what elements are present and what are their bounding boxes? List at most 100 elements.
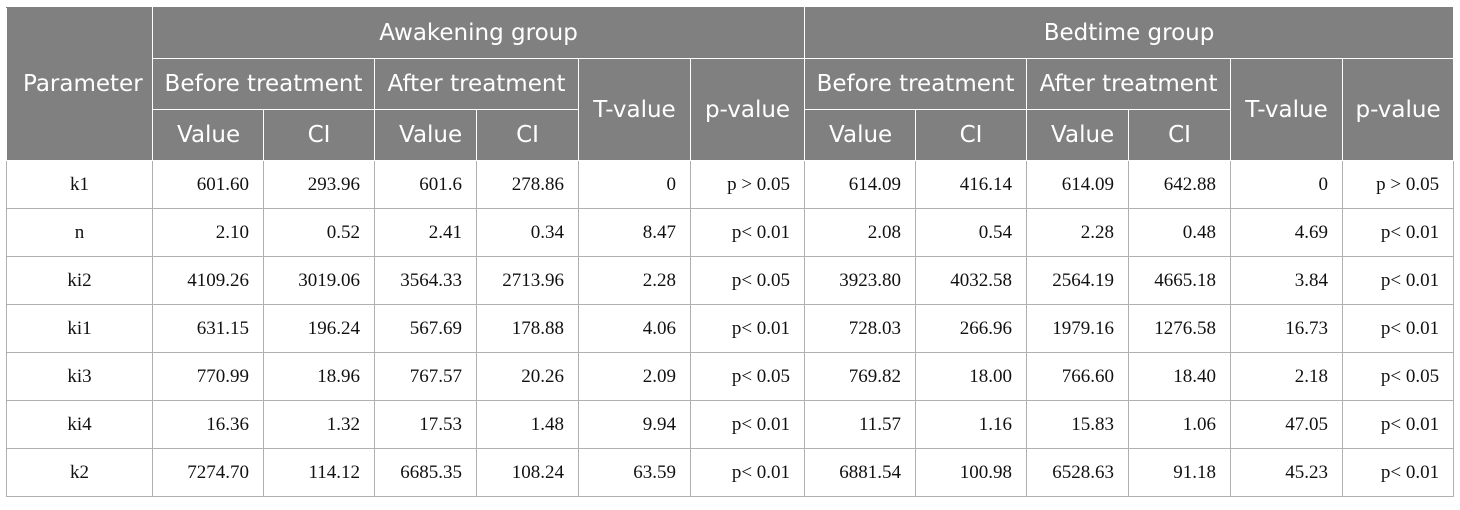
header-awakening-p-value: p-value (689, 58, 806, 161)
table-cell: p< 0.01 (689, 448, 806, 497)
header-bedtime-after-ci: CI (1128, 109, 1232, 161)
table-cell: 17.53 (374, 400, 477, 449)
table-cell: 4.06 (578, 304, 691, 353)
table-cell: 47.05 (1230, 400, 1344, 449)
table-cell: 1.32 (263, 400, 375, 449)
table-cell: 16.73 (1230, 304, 1344, 353)
table-cell: 0 (1230, 160, 1344, 209)
table-cell: 2.08 (804, 208, 917, 257)
table-cell: 18.96 (263, 352, 375, 401)
table-cell: 3564.33 (374, 256, 477, 305)
table-cell: 6881.54 (804, 448, 917, 497)
parameter-cell: ki1 (6, 304, 153, 353)
table-cell: 2.28 (1026, 208, 1130, 257)
table-cell: 614.09 (1026, 160, 1130, 209)
header-bedtime-before-ci: CI (915, 109, 1028, 161)
parameter-cell: ki4 (6, 400, 153, 449)
table-cell: 178.88 (476, 304, 579, 353)
table-cell: 614.09 (804, 160, 917, 209)
table-cell: 4109.26 (152, 256, 264, 305)
table-cell: p< 0.01 (1342, 256, 1455, 305)
table-row: k2 7274.70 114.12 6685.35 108.24 63.59 p… (6, 448, 1455, 497)
table-cell: 1.48 (476, 400, 579, 449)
header-group-awakening: Awakening group (151, 7, 806, 59)
header-group-bedtime: Bedtime group (804, 7, 1455, 59)
table-cell: 1.06 (1128, 400, 1232, 449)
table-cell: 770.99 (152, 352, 264, 401)
table-cell: 567.69 (374, 304, 477, 353)
table-cell: p< 0.01 (689, 400, 806, 449)
table-cell: 293.96 (263, 160, 375, 209)
table-cell: 196.24 (263, 304, 375, 353)
parameter-cell: n (6, 208, 153, 257)
table-row: k1 601.60 293.96 601.6 278.86 0 p > 0.05… (6, 160, 1455, 209)
parameter-cell: k1 (6, 160, 153, 209)
table-cell: 1276.58 (1128, 304, 1232, 353)
table-cell: p< 0.05 (689, 256, 806, 305)
table-cell: 0.48 (1128, 208, 1232, 257)
table-cell: 0 (578, 160, 691, 209)
table-cell: 642.88 (1128, 160, 1232, 209)
data-table: Parameter Awakening group Bedtime group … (6, 7, 1455, 497)
table-cell: 91.18 (1128, 448, 1232, 497)
table-cell: 4032.58 (915, 256, 1028, 305)
header-bedtime-p-value: p-value (1342, 58, 1455, 161)
table-cell: 114.12 (263, 448, 375, 497)
table-cell: 278.86 (476, 160, 579, 209)
table-cell: 266.96 (915, 304, 1028, 353)
table-cell: 2.41 (374, 208, 477, 257)
table-row: ki2 4109.26 3019.06 3564.33 2713.96 2.28… (6, 256, 1455, 305)
table-cell: 15.83 (1026, 400, 1130, 449)
parameter-cell: ki2 (6, 256, 153, 305)
table-body: k1 601.60 293.96 601.6 278.86 0 p > 0.05… (6, 160, 1455, 497)
table-cell: p< 0.05 (1342, 352, 1455, 401)
table-cell: 100.98 (915, 448, 1028, 497)
header-awakening-after-value: Value (374, 109, 477, 161)
table-cell: 108.24 (476, 448, 579, 497)
table-row: ki4 16.36 1.32 17.53 1.48 9.94 p< 0.01 1… (6, 400, 1455, 449)
table-cell: 1979.16 (1026, 304, 1130, 353)
table-cell: p< 0.01 (1342, 208, 1455, 257)
table-cell: p< 0.01 (1342, 304, 1455, 353)
table-cell: p > 0.05 (1342, 160, 1455, 209)
table-cell: 4.69 (1230, 208, 1344, 257)
table-cell: 416.14 (915, 160, 1028, 209)
table-cell: 6528.63 (1026, 448, 1130, 497)
table-cell: 0.54 (915, 208, 1028, 257)
table-cell: 728.03 (804, 304, 917, 353)
header-bedtime-before: Before treatment (804, 58, 1028, 110)
header-awakening-after: After treatment (374, 58, 579, 110)
table-cell: 767.57 (374, 352, 477, 401)
header-awakening-before-value: Value (152, 109, 264, 161)
table-cell: 3019.06 (263, 256, 375, 305)
table-cell: 3923.80 (804, 256, 917, 305)
table-cell: 63.59 (578, 448, 691, 497)
header-parameter: Parameter (6, 7, 153, 161)
table-cell: p< 0.05 (689, 352, 806, 401)
header-awakening-after-ci: CI (476, 109, 579, 161)
header-bedtime-t-value: T-value (1230, 58, 1344, 161)
table-cell: p< 0.01 (1342, 448, 1455, 497)
table-cell: 11.57 (804, 400, 917, 449)
table-cell: 20.26 (476, 352, 579, 401)
table-cell: 0.52 (263, 208, 375, 257)
table-cell: 3.84 (1230, 256, 1344, 305)
table-cell: 2.10 (152, 208, 264, 257)
table-cell: 18.40 (1128, 352, 1232, 401)
header-awakening-t-value: T-value (578, 58, 691, 161)
table-cell: 2713.96 (476, 256, 579, 305)
table-cell: 601.60 (152, 160, 264, 209)
parameter-cell: ki3 (6, 352, 153, 401)
table-row: ki3 770.99 18.96 767.57 20.26 2.09 p< 0.… (6, 352, 1455, 401)
table-header: Parameter Awakening group Bedtime group … (6, 7, 1455, 161)
header-awakening-before-ci: CI (263, 109, 375, 161)
table-cell: p< 0.01 (1342, 400, 1455, 449)
table-row: n 2.10 0.52 2.41 0.34 8.47 p< 0.01 2.08 … (6, 208, 1455, 257)
table-cell: 16.36 (152, 400, 264, 449)
header-bedtime-after-value: Value (1026, 109, 1130, 161)
parameter-cell: k2 (6, 448, 153, 497)
table-cell: 2.09 (578, 352, 691, 401)
table-cell: 1.16 (915, 400, 1028, 449)
header-bedtime-after: After treatment (1026, 58, 1232, 110)
table-cell: 2.18 (1230, 352, 1344, 401)
